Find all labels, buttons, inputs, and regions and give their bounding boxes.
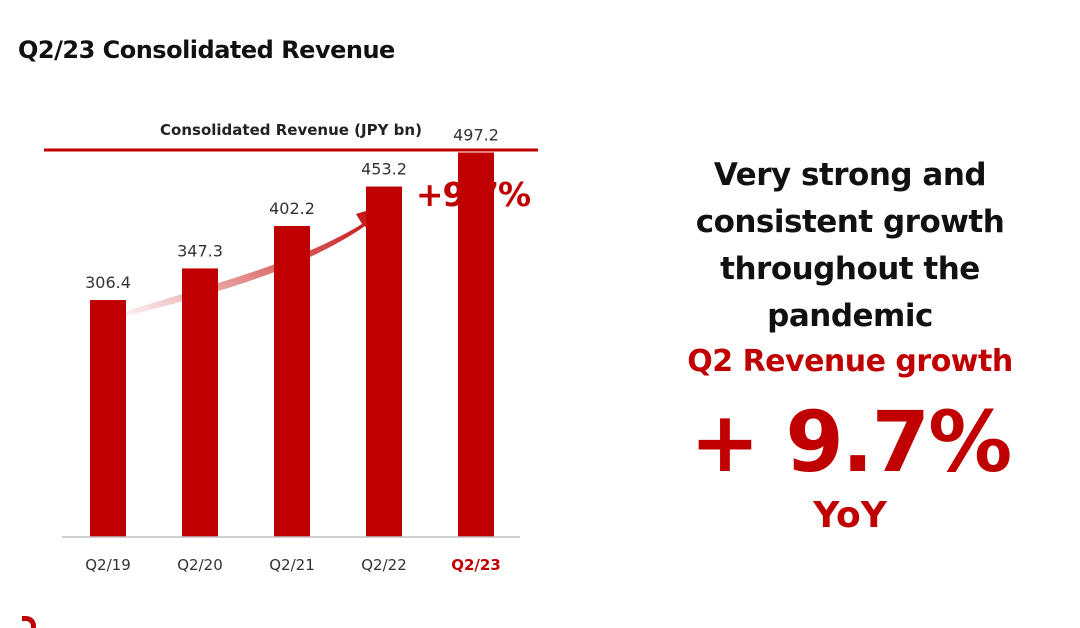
value-label-q2-22: 453.2 xyxy=(361,160,407,179)
growth-arrow-icon xyxy=(110,203,392,320)
headline-line-3: throughout the xyxy=(720,251,980,287)
yoy-badge: +9.7% YoY xyxy=(408,178,538,224)
tick-label-q2-21: Q2/21 xyxy=(269,556,315,574)
headline-line-1: Very strong and xyxy=(713,157,987,193)
tick-label-q2-19: Q2/19 xyxy=(85,556,131,574)
yoy-badge-value: +9.7% xyxy=(415,175,531,214)
page-title: Q2/23 Consolidated Revenue xyxy=(18,36,395,64)
tick-label-q2-23: Q2/23 xyxy=(451,556,501,574)
bar-q2-19 xyxy=(90,300,126,537)
value-label-q2-21: 402.2 xyxy=(269,199,315,218)
headline-line-2: consistent growth xyxy=(695,204,1005,240)
tick-label-q2-20: Q2/20 xyxy=(177,556,223,574)
value-label-q2-20: 347.3 xyxy=(177,241,223,260)
summary-panel: Very strong and consistent growth throug… xyxy=(650,152,1050,536)
headline: Very strong and consistent growth throug… xyxy=(650,152,1050,340)
yoy-badge-label: YoY xyxy=(463,212,483,225)
bar-q2-22 xyxy=(366,186,402,537)
growth-yoy: YoY xyxy=(813,495,887,536)
value-label-q2-23: 497.2 xyxy=(453,125,499,144)
tick-label-q2-22: Q2/22 xyxy=(361,556,407,574)
bar-q2-23 xyxy=(458,152,494,538)
logo-mark-icon xyxy=(22,616,36,628)
revenue-chart-svg: 306.4 Q2/19 347.3 Q2/20 402.2 Q2/21 453.2 Q2/22… xyxy=(44,125,538,574)
revenue-chart: 306.4 Q2/19 347.3 Q2/20 402.2 Q2/21 453.2 Q2/22… xyxy=(44,121,538,574)
value-label-q2-19: 306.4 xyxy=(85,273,131,292)
bars-layer: 306.4 Q2/19 347.3 Q2/20 402.2 Q2/21 453.2 Q2/22… xyxy=(85,125,501,574)
headline-line-4: pandemic xyxy=(767,298,933,334)
bar-q2-21 xyxy=(274,225,310,537)
bar-q2-20 xyxy=(182,268,218,537)
growth-label: Q2 Revenue growth xyxy=(687,344,1013,379)
chart-title: Consolidated Revenue (JPY bn) xyxy=(160,121,422,139)
growth-value: + 9.7% xyxy=(689,393,1013,491)
